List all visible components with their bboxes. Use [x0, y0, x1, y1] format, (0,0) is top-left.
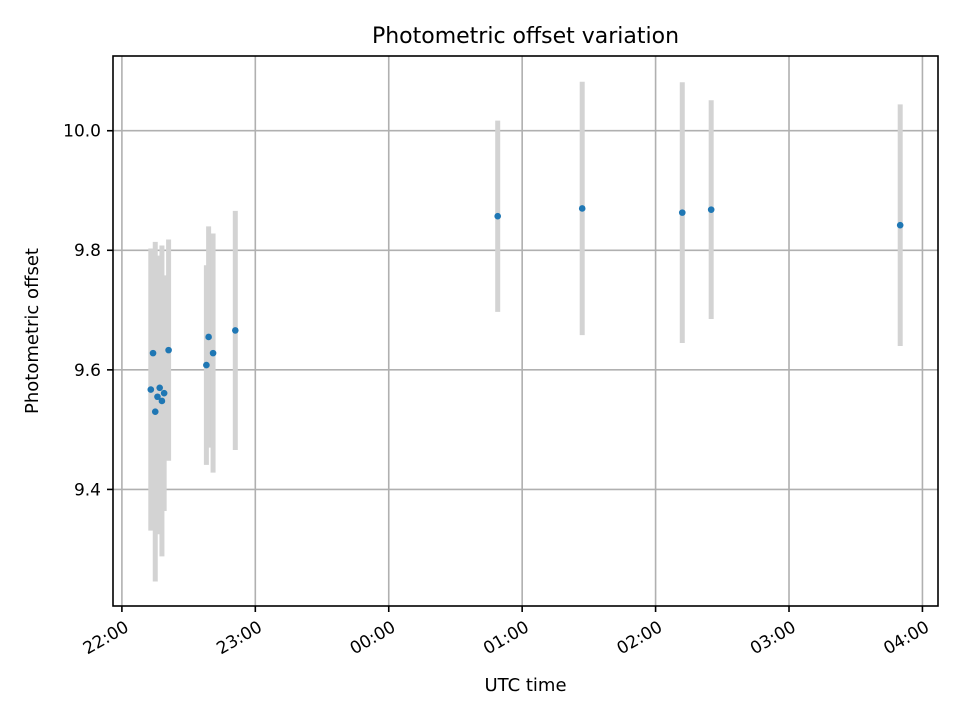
y-tick-label: 10.0 — [63, 122, 101, 142]
data-point — [160, 389, 168, 397]
data-point — [205, 333, 212, 341]
data-points — [147, 205, 904, 416]
data-point — [578, 205, 586, 212]
data-point — [149, 349, 157, 357]
data-point — [154, 393, 161, 401]
data-point — [494, 212, 502, 220]
data-point — [896, 221, 904, 229]
data-point — [158, 397, 166, 405]
data-point — [232, 327, 239, 334]
plot-frame — [112, 55, 939, 607]
data-point — [147, 386, 155, 393]
y-tick-label: 9.6 — [74, 361, 101, 381]
x-axis-label: UTC time — [484, 675, 566, 696]
grid — [113, 56, 938, 606]
data-point — [165, 346, 172, 354]
y-axis-label: Photometric offset — [22, 248, 43, 414]
data-point — [707, 206, 715, 213]
data-point — [151, 408, 159, 416]
data-point — [203, 361, 210, 369]
data-point — [678, 209, 686, 216]
data-point — [156, 384, 163, 392]
data-point — [209, 349, 217, 357]
chart-title: Photometric offset variation — [372, 24, 679, 49]
y-tick-label: 9.8 — [74, 241, 101, 261]
y-tick-label: 9.4 — [74, 480, 101, 500]
y-axis: 9.4 9.6 9.8 10.0 — [63, 122, 113, 500]
